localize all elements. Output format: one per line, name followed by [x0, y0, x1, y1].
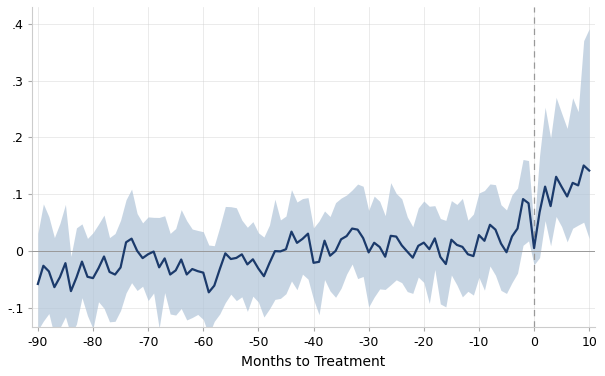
X-axis label: Months to Treatment: Months to Treatment — [241, 355, 385, 369]
